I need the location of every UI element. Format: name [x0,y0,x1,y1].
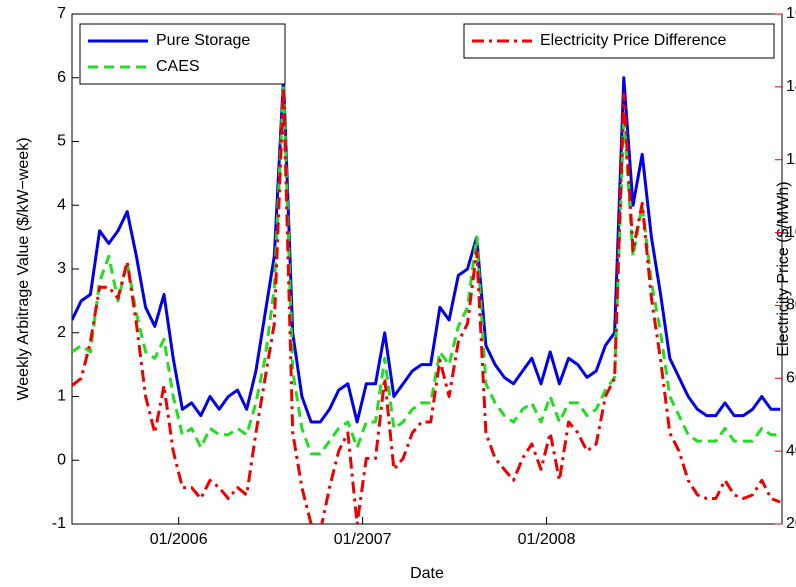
y-tick-label: 2 [57,324,66,341]
x-tick-label: 01/2006 [150,531,208,548]
legend-label: CAES [156,58,200,75]
y2-tick-label: 160 [786,5,796,22]
series-group [72,76,781,524]
y2-tick-label: 20 [786,515,796,532]
y-tick-label: -1 [52,515,66,532]
x-axis-label: Date [410,565,444,582]
y-tick-label: 7 [57,5,66,22]
y-tick-label: 4 [57,196,66,213]
y2-tick-label: 140 [786,78,796,95]
legend-box [79,23,286,85]
plot-area [71,13,783,525]
line-series [72,85,781,524]
y2-tick-label: 100 [786,224,796,241]
y-axis-label: Weekly Arbitrage Value ($/kW−week) [15,137,32,400]
y2-tick-label: 120 [786,151,796,168]
y-tick-label: 3 [57,260,66,277]
x-tick-label: 01/2008 [518,531,576,548]
legend-label: Electricity Price Difference [540,32,727,49]
y2-tick-label: 40 [786,442,796,459]
y2-tick-label: 60 [786,370,796,387]
line-series [72,76,781,424]
y-tick-label: 5 [57,133,66,150]
y2-axis-label: Electricity Price ($/MWh) [775,181,792,356]
y2-tick-label: 80 [786,297,796,314]
y-tick-label: 0 [57,451,66,468]
y-tick-label: 6 [57,69,66,86]
line-series [72,82,781,456]
legend-label: Pure Storage [156,32,250,49]
x-tick-label: 01/2007 [334,531,392,548]
y-tick-label: 1 [57,388,66,405]
